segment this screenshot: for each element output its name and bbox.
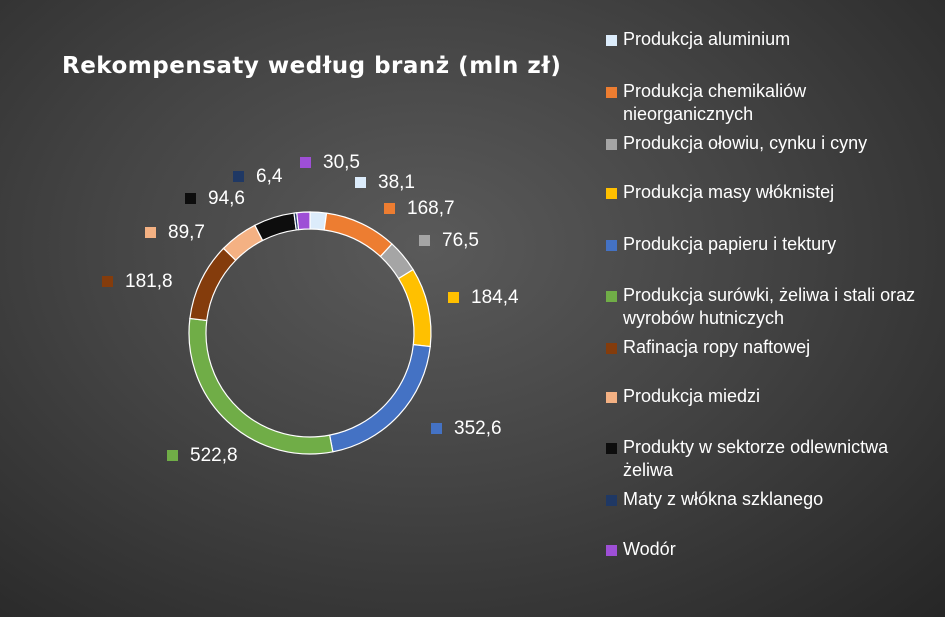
slice-odlewnictwo [254, 212, 297, 242]
slice-rafinacja [189, 247, 237, 322]
legend-item-miedz: Produkcja miedzi [606, 385, 941, 408]
legend-label: Rafinacja ropy naftowej [623, 337, 811, 357]
data-label-marker-aluminium [355, 177, 366, 188]
legend-item-olow-cynk-cyna: Produkcja ołowiu, cynku i cyny [606, 132, 941, 155]
legend-item-aluminium: Produkcja aluminium [606, 28, 941, 51]
legend-item-rafinacja: Rafinacja ropy naftowej [606, 336, 941, 359]
data-label-marker-surowka-stal [167, 450, 178, 461]
slice-papier-tektura [328, 343, 431, 453]
data-label-marker-maty-szklane [233, 171, 244, 182]
legend-label: Produkcja masy włóknistej [623, 182, 835, 202]
data-label-miedz: 89,7 [168, 222, 205, 243]
legend-swatch [606, 291, 617, 302]
slice-wodor [296, 211, 311, 231]
data-label-marker-miedz [145, 227, 156, 238]
data-label-aluminium: 38,1 [378, 172, 415, 193]
data-label-wodor: 30,5 [323, 152, 360, 173]
data-labels: 38,1 168,7 76,5 184,4 352,6 522,8 181,8 89,794,… [102, 152, 519, 466]
data-label-marker-papier-tektura [431, 423, 442, 434]
doughnut-slices [188, 211, 432, 455]
data-label-marker-wodor [300, 157, 311, 168]
legend-label: Wodór [623, 539, 676, 559]
data-label-maty-szklane: 6,4 [256, 166, 283, 187]
legend-swatch [606, 545, 617, 556]
slice-chemikalia [323, 212, 393, 258]
data-label-marker-olow-cynk-cyna [419, 235, 430, 246]
legend-label: Produkcja surówki, żeliwa i stali oraz w… [623, 285, 916, 328]
legend-swatch [606, 87, 617, 98]
legend-label: Produkcja ołowiu, cynku i cyny [623, 133, 868, 153]
legend-label: Produkcja aluminium [623, 29, 791, 49]
legend-item-masa-wloknista: Produkcja masy włóknistej [606, 181, 941, 204]
slice-masa-wloknista [397, 268, 432, 348]
legend-swatch [606, 139, 617, 150]
legend-swatch [606, 443, 617, 454]
data-label-marker-chemikalia [384, 203, 395, 214]
legend-item-wodor: Wodór [606, 538, 941, 561]
legend-label: Produkty w sektorze odlewnictwa żeliwa [623, 437, 889, 480]
legend-swatch [606, 343, 617, 354]
data-label-marker-rafinacja [102, 276, 113, 287]
data-label-masa-wloknista: 184,4 [471, 287, 519, 308]
legend-item-papier-tektura: Produkcja papieru i tektury [606, 233, 941, 256]
legend-swatch [606, 35, 617, 46]
data-label-chemikalia: 168,7 [407, 198, 455, 219]
data-label-papier-tektura: 352,6 [454, 418, 502, 439]
chart-title: Rekompensaty według branż (mln zł) [62, 53, 561, 79]
legend-swatch [606, 495, 617, 506]
legend-item-odlewnictwo: Produkty w sektorze odlewnictwa żeliwa [606, 436, 941, 482]
data-label-surowka-stal: 522,8 [190, 445, 238, 466]
legend-swatch [606, 392, 617, 403]
legend-swatch [606, 240, 617, 251]
data-label-marker-odlewnictwo [185, 193, 196, 204]
data-label-marker-masa-wloknista [448, 292, 459, 303]
legend-label: Produkcja papieru i tektury [623, 234, 837, 254]
data-label-olow-cynk-cyna: 76,5 [442, 230, 479, 251]
legend-label: Maty z włókna szklanego [623, 489, 824, 509]
legend-label: Produkcja miedzi [623, 386, 761, 406]
legend-item-chemikalia: Produkcja chemikaliów nieorganicznych [606, 80, 941, 126]
slice-surowka-stal [188, 317, 334, 455]
legend-label: Produkcja chemikaliów nieorganicznych [623, 81, 807, 124]
legend-item-surowka-stal: Produkcja surówki, żeliwa i stali oraz w… [606, 284, 941, 330]
data-label-odlewnictwo: 94,6 [208, 188, 245, 209]
legend-item-maty-szklane: Maty z włókna szklanego [606, 488, 941, 511]
data-label-rafinacja: 181,8 [125, 271, 173, 292]
legend-swatch [606, 188, 617, 199]
